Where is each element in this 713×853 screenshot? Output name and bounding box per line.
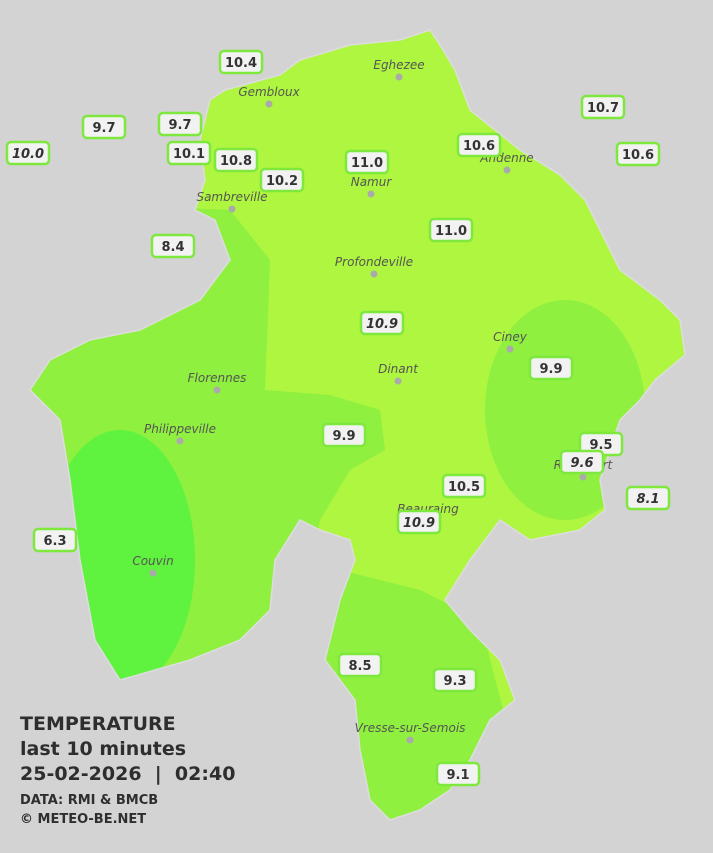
subtitle: last 10 minutes xyxy=(20,738,186,760)
station-temp: 6.3 xyxy=(43,534,66,549)
city-name: Couvin xyxy=(132,554,173,568)
city-dot xyxy=(406,736,414,744)
station-temp: 10.6 xyxy=(622,148,654,163)
station-temp: 8.5 xyxy=(348,659,371,674)
city-dot xyxy=(367,190,375,198)
station-box xyxy=(615,141,661,167)
station-temp: 9.1 xyxy=(446,768,469,783)
city-dot xyxy=(370,270,378,278)
station-box xyxy=(157,111,203,137)
station-temp: 10.8 xyxy=(220,154,252,169)
station-temp: 9.6 xyxy=(570,456,593,471)
station-temp: 9.5 xyxy=(589,438,612,453)
station-temp: 10.4 xyxy=(225,56,257,71)
station-box xyxy=(580,94,626,120)
station-temp: 9.7 xyxy=(168,118,191,133)
city-name: Dinant xyxy=(378,362,419,376)
credit: © METEO-BE.NET xyxy=(20,812,146,827)
city-dot xyxy=(228,205,236,213)
city-name: Sambreville xyxy=(196,190,267,204)
city-dot xyxy=(394,377,402,385)
station-temp: 9.3 xyxy=(443,674,466,689)
station-box xyxy=(359,310,405,336)
station-box xyxy=(5,140,51,166)
station-box xyxy=(625,485,671,511)
city-name: Namur xyxy=(351,175,393,189)
station-box xyxy=(81,114,127,140)
station-box xyxy=(166,140,212,166)
city-name: Philippeville xyxy=(144,422,216,436)
city-name: Ciney xyxy=(493,330,528,344)
station-box xyxy=(441,473,487,499)
station-box xyxy=(344,149,390,175)
city-dot xyxy=(176,437,184,445)
city-dot xyxy=(579,473,587,481)
station-temp: 11.0 xyxy=(435,224,467,239)
station-box xyxy=(150,233,196,259)
station-box xyxy=(428,217,474,243)
station-temp: 9.9 xyxy=(332,429,355,444)
city-dot xyxy=(265,100,273,108)
station-box xyxy=(456,132,502,158)
city-name: Eghezee xyxy=(373,58,424,72)
station-box xyxy=(528,355,574,381)
station-temp: 10.7 xyxy=(587,101,619,116)
station-temp: 10.5 xyxy=(448,480,480,495)
source: DATA: RMI & BMCB xyxy=(20,793,158,808)
city-name: Gembloux xyxy=(238,85,300,99)
station-temp: 10.6 xyxy=(463,139,495,154)
station-box xyxy=(435,761,481,787)
station-box xyxy=(337,652,383,678)
city-dot xyxy=(503,166,511,174)
datetime: 25-02-2026 | 02:40 xyxy=(20,763,235,785)
city-name: Florennes xyxy=(188,371,247,385)
city-name: Vresse-sur-Semois xyxy=(355,721,466,735)
city-dot xyxy=(506,345,514,353)
station-temp: 10.1 xyxy=(173,147,205,162)
station-box xyxy=(218,49,264,75)
station-box xyxy=(32,527,78,553)
station-box xyxy=(432,667,478,693)
station-temp: 10.9 xyxy=(403,516,435,531)
station-box xyxy=(559,449,605,475)
title: TEMPERATURE xyxy=(20,713,176,735)
station-temp: 9.7 xyxy=(92,121,115,136)
station-box xyxy=(396,509,442,535)
station-temp: 9.9 xyxy=(539,362,562,377)
station-temp: 8.4 xyxy=(161,240,184,255)
city-dot xyxy=(213,386,221,394)
station-box xyxy=(213,147,259,173)
station-temp: 11.0 xyxy=(351,156,383,171)
station-temp: 8.1 xyxy=(636,492,659,507)
station-temp: 10.0 xyxy=(12,147,44,162)
station-temp: 10.2 xyxy=(266,174,298,189)
station-box xyxy=(321,422,367,448)
station-box xyxy=(259,167,305,193)
city-name: Profondeville xyxy=(335,255,413,269)
city-dot xyxy=(395,73,403,81)
city-dot xyxy=(149,569,157,577)
station-temp: 10.9 xyxy=(366,317,398,332)
